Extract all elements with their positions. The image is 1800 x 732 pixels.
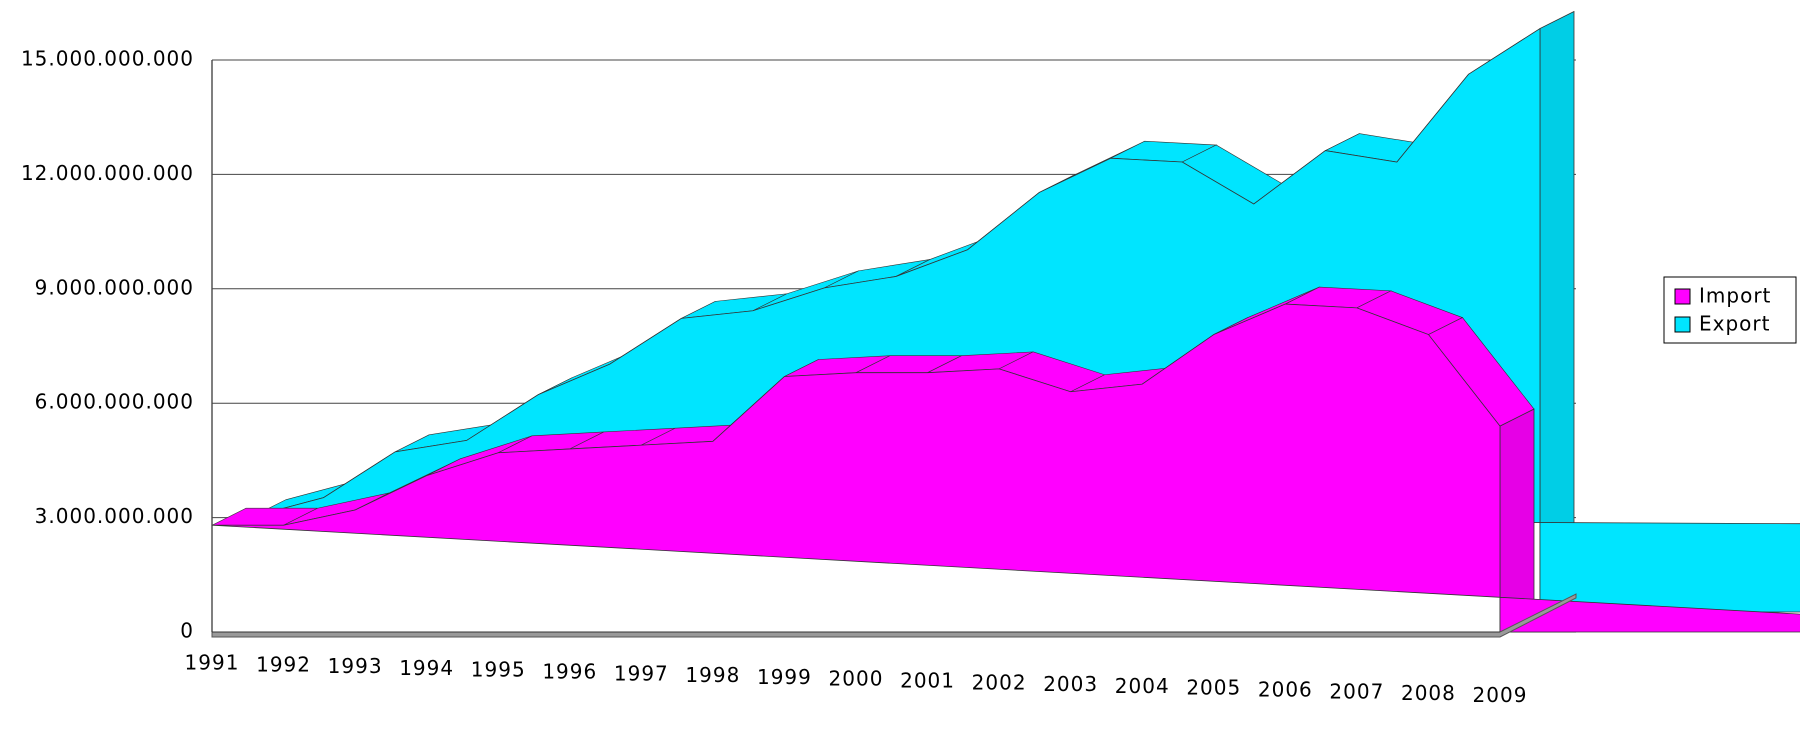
x-tick-label: 1993 [328, 654, 383, 678]
y-tick-label: 9.000.000.000 [35, 275, 194, 299]
legend-label: Import [1699, 284, 1771, 308]
x-tick-label: 1997 [614, 661, 669, 685]
legend-swatch [1674, 316, 1691, 333]
y-tick-label: 3.000.000.000 [35, 504, 194, 528]
x-tick-label: 2005 [1186, 676, 1241, 700]
x-tick-label: 1996 [542, 660, 597, 684]
legend: Import Export [1663, 276, 1797, 344]
x-tick-label: 2000 [829, 667, 884, 691]
floor [211, 593, 1577, 638]
x-tick-label: 1992 [256, 652, 311, 676]
y-tick-label: 0 [180, 619, 194, 643]
x-tick-label: 2007 [1329, 679, 1384, 703]
area [211, 303, 1800, 633]
x-tick-label: 2009 [1473, 683, 1528, 707]
legend-swatch [1674, 288, 1691, 305]
x-tick-label: 1995 [471, 658, 526, 682]
x-tick-label: 2008 [1401, 681, 1456, 705]
x-tick-label: 2001 [900, 669, 955, 693]
y-tick-label: 15.000.000.000 [21, 47, 194, 71]
area-side-face [1539, 10, 1575, 613]
x-tick-label: 1991 [185, 651, 240, 675]
x-tick-label: 1994 [399, 656, 454, 680]
x-tick-label: 2006 [1258, 678, 1313, 702]
y-tick-label: 6.000.000.000 [35, 390, 194, 414]
y-tick-label: 12.000.000.000 [21, 161, 194, 185]
x-tick-label: 1998 [685, 663, 740, 687]
x-tick-label: 2002 [972, 670, 1027, 694]
legend-label: Export [1699, 312, 1770, 336]
x-tick-label: 1999 [757, 665, 812, 689]
x-tick-label: 2003 [1043, 672, 1098, 696]
x-tick-label: 2004 [1115, 674, 1170, 698]
